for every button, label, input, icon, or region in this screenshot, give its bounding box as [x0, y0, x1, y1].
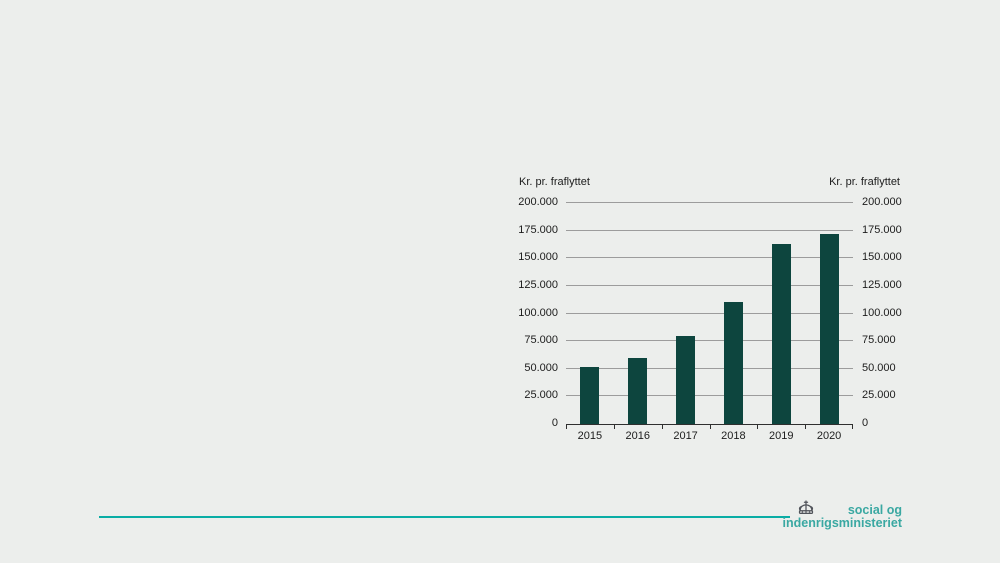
- ministry-logo-line2: indenrigsministeriet: [782, 515, 902, 530]
- y-tick-label-right: 175.000: [862, 223, 902, 236]
- gridline-200.000: [566, 202, 853, 203]
- y-tick-label-left: 25.000: [524, 389, 558, 402]
- y-tick-label-left: 175.000: [518, 223, 558, 236]
- x-axis-tick: [613, 424, 615, 429]
- gridline-25.000: [566, 395, 853, 397]
- bar-2019: [771, 243, 791, 424]
- y-tick-label-left: 150.000: [518, 251, 558, 264]
- y-tick-label-right: 150.000: [862, 251, 902, 264]
- y-tick-label-left: 125.000: [518, 278, 558, 291]
- y-tick-label-right: 75.000: [862, 334, 896, 347]
- x-axis-tick: [709, 424, 711, 429]
- bar-2020: [819, 233, 839, 424]
- y-tick-label-left: 0: [551, 417, 558, 429]
- x-tick-label-2018: 2018: [721, 430, 746, 442]
- bar-2017: [676, 335, 696, 424]
- ministry-logo-line1: social og: [847, 503, 902, 517]
- y-tick-label-left: 50.000: [524, 361, 558, 374]
- x-axis-tick: [661, 424, 663, 429]
- x-tick-label-2019: 2019: [769, 430, 794, 442]
- y-tick-label-right: 200.000: [862, 196, 902, 208]
- y-tick-label-right: 125.000: [862, 278, 902, 291]
- y-axis-title-left: Kr. pr. fraflyttet: [519, 176, 590, 188]
- y-tick-label-right: 0: [862, 417, 869, 429]
- x-tick-label-2017: 2017: [673, 430, 698, 442]
- y-tick-label-right: 25.000: [862, 389, 896, 402]
- bar-2018: [723, 302, 743, 424]
- x-axis-tick: [566, 424, 567, 429]
- x-axis-tick: [852, 424, 853, 429]
- gridline-125.000: [566, 284, 853, 286]
- y-tick-label-left: 75.000: [524, 334, 558, 347]
- gridline-100.000: [566, 312, 853, 314]
- bar-2016: [628, 357, 648, 424]
- x-tick-label-2020: 2020: [816, 430, 842, 442]
- y-tick-label-right: 100.000: [862, 306, 902, 319]
- y-axis-title-right: Kr. pr. fraflyttet: [829, 176, 900, 188]
- x-tick-label-2016: 2016: [625, 430, 650, 442]
- y-tick-label-left: 200.000: [518, 196, 558, 208]
- gridline-50.000: [566, 367, 853, 369]
- x-axis-tick: [805, 424, 807, 429]
- gridline-75.000: [566, 340, 853, 342]
- y-tick-label-left: 100.000: [518, 306, 558, 319]
- x-tick-label-2015: 2015: [577, 430, 603, 442]
- gridline-150.000: [566, 257, 853, 259]
- footer-divider-line: [99, 516, 790, 518]
- crown-icon: [798, 500, 814, 514]
- x-axis-tick: [757, 424, 759, 429]
- bar-2015: [580, 366, 600, 424]
- gridline-175.000: [566, 229, 853, 231]
- bar-chart-plot-area: [566, 202, 853, 425]
- y-tick-label-right: 50.000: [862, 361, 896, 374]
- ministry-logo: social og indenrigsministeriet: [700, 504, 902, 529]
